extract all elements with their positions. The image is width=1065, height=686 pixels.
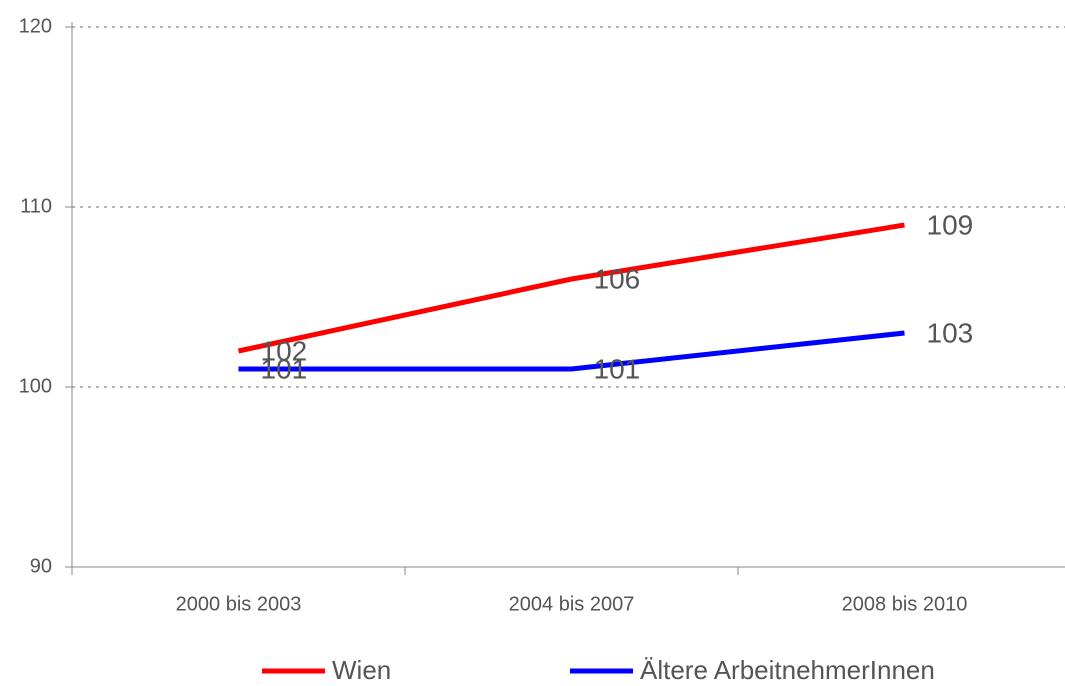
y-tick-label: 110: [20, 195, 52, 217]
data-label: 101: [261, 353, 308, 384]
legend-label: Wien: [332, 655, 391, 685]
line: [238, 330, 905, 372]
data-label: 101: [594, 353, 641, 384]
y-tick-label: 120: [19, 15, 52, 37]
x-tick-label: 2004 bis 2007: [509, 593, 635, 615]
data-label: 106: [594, 263, 641, 294]
y-tick-label: 100: [19, 375, 52, 397]
line: [237, 222, 905, 354]
x-tick-label: 2008 bis 2010: [842, 593, 968, 615]
data-label: 109: [927, 209, 974, 240]
y-tick-label: 90: [30, 555, 52, 577]
x-tick-label: 2000 bis 2003: [176, 593, 302, 615]
data-label: 102: [261, 335, 308, 366]
data-label: 103: [927, 317, 974, 348]
legend-label: Ältere ArbeitnehmerInnen: [640, 655, 935, 685]
